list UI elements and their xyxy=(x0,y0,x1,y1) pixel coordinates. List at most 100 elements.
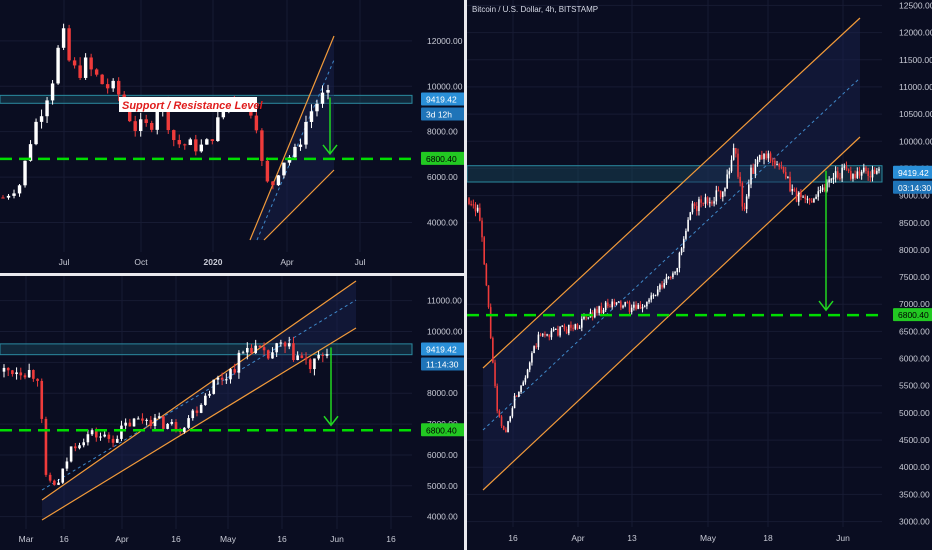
annotation-text: Support / Resistance Level xyxy=(122,100,264,112)
candle-body xyxy=(806,198,809,200)
candle-body xyxy=(576,324,579,329)
candle-body xyxy=(617,301,620,303)
candle-body xyxy=(548,334,551,338)
countdown-tag-text: 03:14:30 xyxy=(898,183,931,193)
y-axis-tick-label: 4000.00 xyxy=(427,217,458,227)
chart-panel-daily-top[interactable]: 12000.00 10000.00 8000.00 6000.00 4000.00 Jul… xyxy=(0,0,466,273)
candle-body xyxy=(271,181,275,186)
chart-panel-4h[interactable]: 12500.00 12000.00 11500.00 11000.00 10500.00… xyxy=(467,0,932,550)
x-axis-tick-label: May xyxy=(220,534,237,544)
candle-body xyxy=(172,130,176,141)
candle-body xyxy=(133,121,137,131)
target-price-tag-text: 6800.40 xyxy=(898,310,929,320)
candle-body xyxy=(756,159,759,165)
x-axis-tick-label: Jul xyxy=(355,257,366,267)
candle-body xyxy=(878,168,880,171)
candle-body xyxy=(483,237,485,265)
candle-body xyxy=(254,345,257,354)
x-axis-tick-label: 16 xyxy=(59,534,69,544)
candle-body xyxy=(784,172,787,178)
candle-body xyxy=(6,195,11,198)
chart-c-svg[interactable]: 12500.00 12000.00 11500.00 11000.00 10500.00… xyxy=(467,0,932,550)
candle-body xyxy=(843,166,846,168)
candle-body xyxy=(687,219,689,231)
candle-body xyxy=(61,468,65,483)
y-axis-tick-label: 5000.00 xyxy=(899,408,930,418)
candle-body xyxy=(144,119,148,123)
candle-body xyxy=(639,304,642,309)
candle-body xyxy=(795,190,798,202)
candle-body xyxy=(1,197,5,199)
current-price-tag-text: 9419.42 xyxy=(898,168,929,178)
chart-a-svg[interactable]: 12000.00 10000.00 8000.00 6000.00 4000.00 Jul… xyxy=(0,0,466,273)
x-axis-tick-label: Jun xyxy=(330,534,344,544)
x-axis-tick-label: Apr xyxy=(280,257,293,267)
y-axis-tick-label: 12000.00 xyxy=(427,36,463,46)
candle-body xyxy=(780,166,783,168)
candle-body xyxy=(195,410,199,413)
candle-body xyxy=(758,154,761,160)
candle-body xyxy=(563,325,566,330)
x-axis-tick-label: 13 xyxy=(627,533,637,543)
candle-body xyxy=(111,438,115,443)
candle-body xyxy=(485,264,488,286)
candle-body xyxy=(315,103,319,112)
candle-body xyxy=(695,205,698,212)
candle-body xyxy=(643,306,646,308)
candle-body xyxy=(511,408,514,417)
candle-body xyxy=(836,171,839,178)
y-axis-tick-label: 4500.00 xyxy=(899,435,930,445)
candle-body xyxy=(220,377,224,380)
candle-body xyxy=(320,92,325,104)
channel-lower-line xyxy=(263,169,335,241)
candle-body xyxy=(183,427,186,432)
candle-body xyxy=(19,372,23,376)
target-price-tag-text: 6800.40 xyxy=(426,154,457,164)
candle-body xyxy=(539,334,542,336)
candle-body xyxy=(572,327,574,329)
y-axis-tick-label: 7000.00 xyxy=(899,299,930,309)
candle-body xyxy=(674,272,676,274)
candle-body xyxy=(321,354,325,356)
candle-body xyxy=(199,144,204,152)
candle-body xyxy=(849,170,852,179)
candle-body xyxy=(32,370,35,379)
candle-body xyxy=(287,343,291,347)
candle-body xyxy=(789,176,791,192)
candle-body xyxy=(127,106,132,122)
candle-body xyxy=(12,193,16,196)
y-axis-tick-label: 8000.00 xyxy=(427,388,458,398)
candle-body xyxy=(787,176,789,178)
candle-body xyxy=(769,153,772,161)
candle-body xyxy=(613,301,616,305)
x-axis-tick-label: 2020 xyxy=(204,257,223,267)
candle-body xyxy=(124,422,127,426)
chart-b-svg[interactable]: 11000.0010000.009000.008000.007000.00600… xyxy=(0,276,466,550)
candle-body xyxy=(596,309,598,313)
candle-body xyxy=(711,202,713,204)
candle-body xyxy=(250,347,253,354)
channel-midline xyxy=(482,77,861,431)
candle-body xyxy=(535,346,538,348)
y-axis-tick-label: 6000.00 xyxy=(427,450,458,460)
candle-body xyxy=(245,347,249,353)
candle-body xyxy=(105,84,110,89)
target-price-tag-text: 6800.40 xyxy=(426,425,457,435)
candle-body xyxy=(672,273,674,278)
candle-body xyxy=(188,139,192,145)
candle-body xyxy=(45,100,49,117)
candle-body xyxy=(524,377,527,383)
y-axis-tick-label: 6500.00 xyxy=(899,326,930,336)
candle-body xyxy=(763,153,765,160)
chart-panel-daily-bottom[interactable]: 11000.0010000.009000.008000.007000.00600… xyxy=(0,276,466,550)
candle-body xyxy=(40,380,44,419)
candle-body xyxy=(635,304,637,309)
target-price-tag xyxy=(421,423,465,437)
candle-body xyxy=(72,60,77,66)
candle-body xyxy=(752,167,754,174)
x-axis-tick-label: Jun xyxy=(836,533,850,543)
candle-body xyxy=(153,417,157,426)
candle-body xyxy=(507,421,509,433)
candle-body xyxy=(36,378,39,381)
candle-body xyxy=(748,184,750,197)
